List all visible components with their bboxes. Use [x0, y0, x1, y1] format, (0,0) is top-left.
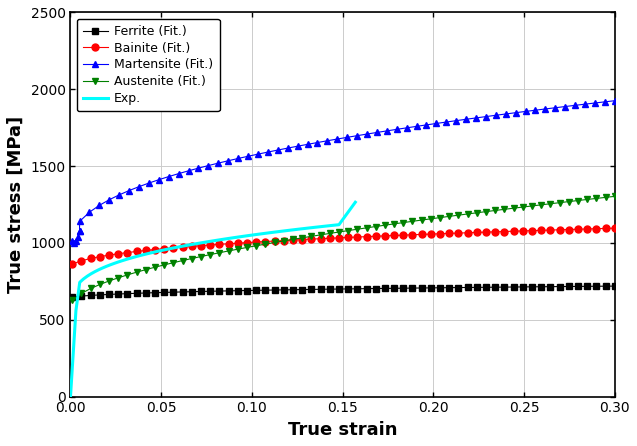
Bainite (Fit.)	[206, 242, 214, 248]
Bainite (Fit.)	[611, 226, 619, 231]
Bainite (Fit.)	[252, 240, 260, 245]
Line: Exp.: Exp.	[71, 202, 355, 396]
Ferrite (Fit.)	[409, 285, 417, 291]
Martensite (Fit.)	[482, 114, 490, 119]
Austenite (Fit.)	[243, 245, 251, 250]
Exp.	[67, 394, 75, 399]
Legend: Ferrite (Fit.), Bainite (Fit.), Martensite (Fit.), Austenite (Fit.), Exp.: Ferrite (Fit.), Bainite (Fit.), Martensi…	[76, 19, 220, 111]
Martensite (Fit.)	[76, 228, 83, 233]
Martensite (Fit.)	[76, 219, 83, 224]
Exp.	[71, 326, 78, 332]
Ferrite (Fit.)	[225, 288, 233, 293]
Martensite (Fit.)	[373, 130, 381, 135]
Bainite (Fit.)	[69, 261, 76, 267]
Martensite (Fit.)	[403, 125, 410, 131]
Austenite (Fit.)	[206, 252, 214, 257]
X-axis label: True strain: True strain	[288, 421, 397, 439]
Austenite (Fit.)	[225, 248, 233, 254]
Exp.	[345, 209, 352, 215]
Bainite (Fit.)	[161, 246, 168, 252]
Line: Martensite (Fit.): Martensite (Fit.)	[76, 97, 619, 234]
Exp.	[106, 262, 114, 268]
Line: Austenite (Fit.): Austenite (Fit.)	[69, 193, 619, 304]
Ferrite (Fit.)	[69, 294, 76, 300]
Ferrite (Fit.)	[161, 290, 168, 295]
Austenite (Fit.)	[611, 194, 619, 199]
Exp.	[347, 206, 354, 211]
Y-axis label: True stress [MPa]: True stress [MPa]	[7, 116, 25, 293]
Austenite (Fit.)	[409, 219, 417, 224]
Ferrite (Fit.)	[611, 283, 619, 289]
Line: Ferrite (Fit.): Ferrite (Fit.)	[69, 283, 619, 300]
Line: Bainite (Fit.): Bainite (Fit.)	[69, 225, 619, 268]
Austenite (Fit.)	[69, 298, 76, 303]
Bainite (Fit.)	[409, 232, 417, 237]
Martensite (Fit.)	[611, 98, 619, 103]
Ferrite (Fit.)	[206, 289, 214, 294]
Martensite (Fit.)	[422, 122, 430, 128]
Exp.	[308, 225, 316, 230]
Austenite (Fit.)	[161, 262, 168, 268]
Bainite (Fit.)	[225, 241, 233, 247]
Exp.	[352, 199, 359, 205]
Exp.	[99, 265, 106, 271]
Bainite (Fit.)	[243, 240, 251, 245]
Austenite (Fit.)	[252, 243, 260, 248]
Martensite (Fit.)	[264, 149, 272, 155]
Ferrite (Fit.)	[252, 288, 260, 293]
Ferrite (Fit.)	[243, 288, 251, 293]
